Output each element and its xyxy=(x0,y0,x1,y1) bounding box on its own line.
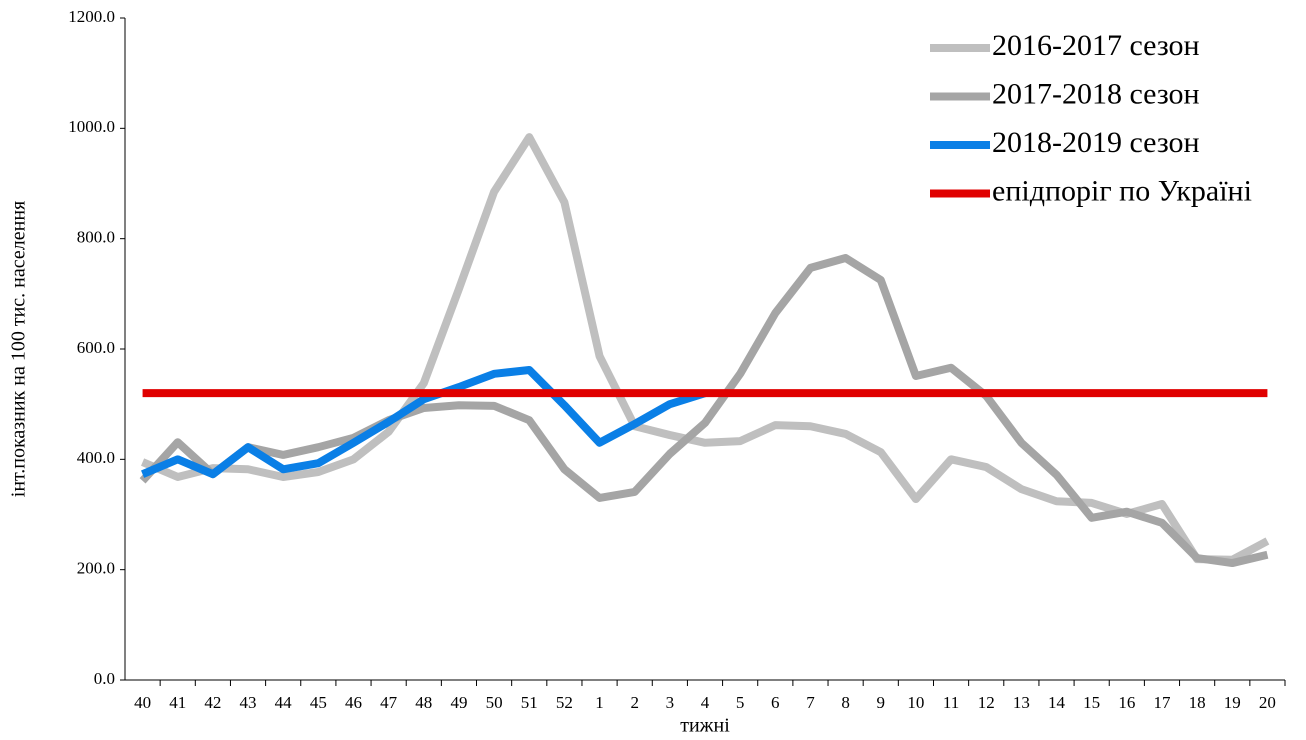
x-tick-label: 9 xyxy=(877,693,886,712)
x-tick-label: 2 xyxy=(630,693,639,712)
x-tick-label: 6 xyxy=(771,693,780,712)
x-tick-label: 46 xyxy=(345,693,362,712)
x-tick-label: 15 xyxy=(1083,693,1100,712)
x-tick-label: 5 xyxy=(736,693,745,712)
x-tick-label: 12 xyxy=(978,693,995,712)
y-tick-label: 600.0 xyxy=(77,338,115,357)
x-tick-label: 1 xyxy=(595,693,604,712)
y-tick-label: 200.0 xyxy=(77,559,115,578)
x-tick-label: 43 xyxy=(240,693,257,712)
legend-label: 2018-2019 сезон xyxy=(992,126,1200,159)
x-tick-label: 11 xyxy=(943,693,959,712)
x-tick-label: 14 xyxy=(1048,693,1066,712)
x-tick-label: 41 xyxy=(169,693,186,712)
y-tick-label: 800.0 xyxy=(77,228,115,247)
legend-label: 2017-2018 сезон xyxy=(992,77,1200,110)
y-tick-label: 1000.0 xyxy=(68,117,115,136)
x-tick-label: 4 xyxy=(701,693,710,712)
x-tick-label: 40 xyxy=(134,693,151,712)
x-tick-label: 3 xyxy=(666,693,675,712)
x-tick-label: 7 xyxy=(806,693,815,712)
y-tick-label: 1200.0 xyxy=(68,7,115,26)
x-tick-label: 45 xyxy=(310,693,327,712)
legend-label: епідпоріг по Україні xyxy=(992,174,1252,207)
x-tick-label: 20 xyxy=(1259,693,1276,712)
x-tick-label: 17 xyxy=(1153,693,1171,712)
series-line xyxy=(141,365,707,479)
x-tick-label: 52 xyxy=(556,693,573,712)
x-tick-label: 47 xyxy=(380,693,398,712)
x-tick-label: 8 xyxy=(841,693,850,712)
x-tick-label: 10 xyxy=(907,693,924,712)
x-axis-label: тижні xyxy=(680,715,730,737)
x-tick-label: 16 xyxy=(1118,693,1135,712)
y-tick-label: 0.0 xyxy=(94,669,115,688)
x-tick-label: 51 xyxy=(521,693,538,712)
x-tick-label: 50 xyxy=(486,693,503,712)
x-tick-label: 44 xyxy=(275,693,293,712)
y-tick-label: 400.0 xyxy=(77,448,115,467)
series-line xyxy=(139,253,1269,568)
x-tick-label: 48 xyxy=(415,693,432,712)
x-tick-label: 13 xyxy=(1013,693,1030,712)
legend-label: 2016-2017 сезон xyxy=(992,29,1200,62)
x-tick-label: 49 xyxy=(450,693,467,712)
x-tick-label: 18 xyxy=(1189,693,1206,712)
x-tick-label: 19 xyxy=(1224,693,1241,712)
y-axis-label: інт.показник на 100 тис. населення xyxy=(8,201,30,497)
x-tick-label: 42 xyxy=(204,693,221,712)
